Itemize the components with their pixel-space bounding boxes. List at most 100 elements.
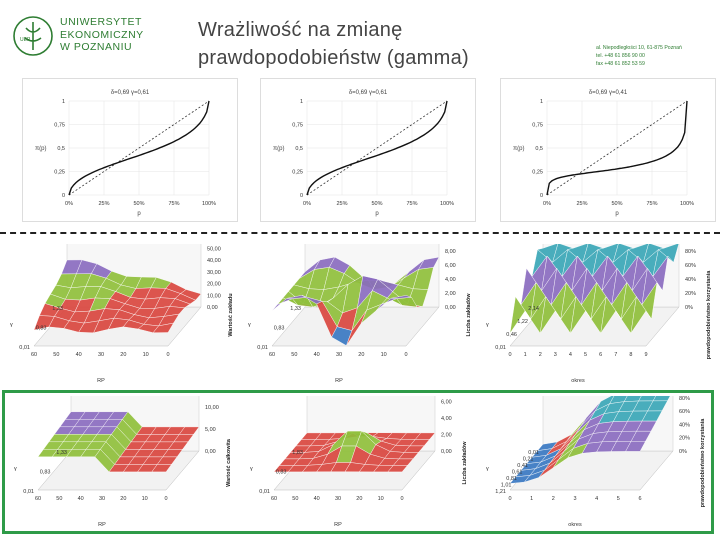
x-axis-label: RP <box>335 378 343 384</box>
z-tick-label: 50,00 <box>207 246 221 252</box>
x-axis-label: RP <box>98 522 106 528</box>
y-axis-label: γ <box>250 466 253 472</box>
x-axis-label: p <box>615 211 619 217</box>
z-tick-label: 6,00 <box>445 263 456 269</box>
x-tick-label: 0% <box>543 201 551 207</box>
x-tick-label: 100% <box>440 201 454 207</box>
z-axis-label: prawdopodobieństwo korzystania <box>706 270 712 360</box>
x-tick-label: 10 <box>378 496 384 502</box>
x-tick-label: 0 <box>404 352 407 358</box>
z-tick-label: 10,00 <box>205 405 219 411</box>
y-tick-label: 0,75 <box>54 123 65 129</box>
address-line-1: al. Niepodległości 10, 61-875 Poznań <box>596 45 682 51</box>
surface-facet <box>625 441 646 452</box>
address-line-3: fax +48 61 852 53 59 <box>596 61 645 67</box>
z-tick-label: 5,00 <box>205 427 216 433</box>
x-tick-label: 40 <box>314 352 320 358</box>
y-tick-label: 1,33 <box>290 306 301 312</box>
x-tick-label: 8 <box>629 352 632 358</box>
surface-top-3: 100%80%60%40%20%0%prawdopodobieństwo kor… <box>480 244 716 386</box>
emblem-seal-text: UEP <box>20 37 31 43</box>
y-tick-label: 0,5 <box>535 146 543 152</box>
x-tick-label: 40 <box>78 496 84 502</box>
x-tick-label: 5 <box>617 496 620 502</box>
x-tick-label: 10 <box>142 496 148 502</box>
x-tick-label: 7 <box>614 352 617 358</box>
z-tick-label: 40% <box>685 277 696 283</box>
y-tick-label: 0,75 <box>292 123 303 129</box>
surface-svg: 60,0050,0040,0030,0020,0010,000,00Wartoś… <box>10 244 234 384</box>
weighting-curve <box>68 100 210 196</box>
y-axis-label: γ <box>248 322 251 328</box>
x-tick-label: 3 <box>573 496 576 502</box>
gamma-chart-1: δ=0,69 γ=0,61 1 0,75 0,5 0,25 0 0% 25% 50% 75% 100… <box>22 78 238 222</box>
gamma-chart-svg: δ=0,69 γ=0,61 1 0,75 0,5 0,25 00% 25% 50% 75% 100… <box>273 90 454 217</box>
slide-title: Wrażliwość na zmianę prawdopodobieństw (… <box>198 16 469 72</box>
gamma-chart-svg: δ=0,69 γ=0,41 1 0,75 0,5 0,25 00% 25% 50% 75% 100… <box>513 90 694 217</box>
x-tick-label: 10 <box>381 352 387 358</box>
surface-svg: 100%80%60%40%20%0%prawdopodobieństwo kor… <box>486 244 712 384</box>
title-line-2: prawdopodobieństw (gamma) <box>198 47 469 69</box>
y-tick-label: 0,25 <box>532 170 543 176</box>
y-tick-label: 0,25 <box>292 170 303 176</box>
z-tick-label: 30,00 <box>207 270 221 276</box>
z-axis-label: Liczba zakładów <box>462 441 468 485</box>
x-tick-label: 20 <box>358 352 364 358</box>
z-tick-label: 0,00 <box>441 449 452 455</box>
x-tick-label: 4 <box>595 496 598 502</box>
x-axis-label: RP <box>97 378 105 384</box>
y-axis-label: γ <box>486 466 489 472</box>
x-tick-label: 75% <box>168 201 179 207</box>
x-tick-label: 30 <box>336 352 342 358</box>
logo-line-2: EKONOMICZNY <box>60 28 144 41</box>
x-axis-label: okres <box>568 522 582 528</box>
y-tick-label: 1,21 <box>495 489 506 495</box>
x-axis-label: p <box>137 211 141 217</box>
y-tick-label: 0,01 <box>495 345 506 351</box>
y-tick-label: 0,83 <box>274 326 285 332</box>
x-tick-label: 5 <box>584 352 587 358</box>
z-tick-label: 20% <box>685 291 696 297</box>
x-tick-label: 9 <box>644 352 647 358</box>
y-tick-label: 0 <box>62 193 65 199</box>
surface-svg: 100%80%60%40%20%0%prawdopodobieństwo kor… <box>486 396 706 528</box>
y-tick-label: 0,01 <box>23 489 34 495</box>
x-tick-label: 3 <box>554 352 557 358</box>
highlight-frame <box>2 390 714 534</box>
y-tick-label: 0 <box>540 193 543 199</box>
y-tick-label: 0,01 <box>259 489 270 495</box>
x-tick-label: 0 <box>508 496 511 502</box>
x-tick-label: 50% <box>611 201 622 207</box>
y-tick-label: 1,33 <box>52 306 63 312</box>
z-tick-label: 20% <box>679 436 690 442</box>
x-tick-label: 100% <box>680 201 694 207</box>
z-axis-label: prawdopodobieństwo korzystania <box>700 418 706 508</box>
x-tick-label: 10 <box>143 352 149 358</box>
z-tick-label: 80% <box>679 396 690 402</box>
z-tick-label: 6,00 <box>441 399 452 405</box>
z-tick-label: 0% <box>685 305 693 311</box>
z-tick-label: 2,00 <box>441 432 452 438</box>
y-tick-label: 1,83 <box>292 450 303 456</box>
y-tick-label: 0,21 <box>523 457 534 463</box>
x-axis-label: p <box>375 211 379 217</box>
y-tick-label: 0,83 <box>276 470 287 476</box>
z-tick-label: 0,00 <box>205 449 216 455</box>
y-axis-label: π(p) <box>35 146 46 152</box>
z-tick-label: 60% <box>679 409 690 415</box>
x-tick-label: 0 <box>164 496 167 502</box>
surface-top-1: 60,0050,0040,0030,0020,0010,000,00Wartoś… <box>4 244 238 386</box>
y-tick-label: 1,33 <box>56 450 67 456</box>
weighting-curve <box>546 100 688 196</box>
y-tick-label: 1 <box>62 99 65 105</box>
y-tick-label: 0,61 <box>512 470 523 476</box>
y-tick-label: 0,5 <box>57 146 65 152</box>
gamma-chart-3: δ=0,69 γ=0,41 1 0,75 0,5 0,25 0 0% 25% 50% 75% 100… <box>500 78 716 222</box>
gamma-chart-2: δ=0,69 γ=0,61 1 0,75 0,5 0,25 0 0% 25% 50% 75% 100… <box>260 78 476 222</box>
y-tick-label: 0,01 <box>19 345 30 351</box>
z-axis-label: Wartość całkowita <box>226 438 232 487</box>
x-tick-label: 20 <box>120 496 126 502</box>
x-tick-label: 2 <box>539 352 542 358</box>
z-tick-label: 2,00 <box>445 291 456 297</box>
title-line-1: Wrażliwość na zmianę <box>198 19 403 41</box>
